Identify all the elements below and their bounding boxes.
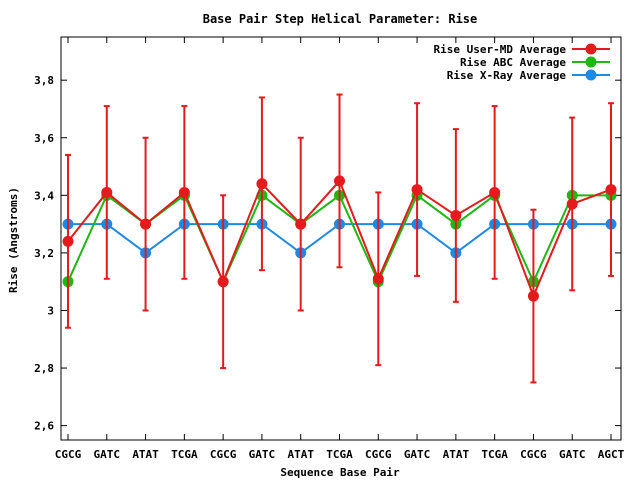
x-tick-label: TCGA xyxy=(171,448,198,461)
data-point xyxy=(217,276,229,288)
x-tick-label: ATAT xyxy=(132,448,159,461)
y-tick-label: 3,4 xyxy=(34,189,54,202)
data-point xyxy=(256,178,268,190)
legend-label: Rise X-Ray Average xyxy=(447,69,567,82)
x-tick-label: GATC xyxy=(94,448,121,461)
x-tick-label: GATC xyxy=(559,448,586,461)
x-tick-label: ATAT xyxy=(287,448,314,461)
legend-swatch-marker xyxy=(585,69,597,81)
x-tick-label: CGCG xyxy=(55,448,82,461)
x-tick-label: TCGA xyxy=(326,448,353,461)
data-point xyxy=(295,218,307,230)
x-tick-label: AGCT xyxy=(598,448,625,461)
x-tick-label: CGCG xyxy=(365,448,392,461)
x-axis-label: Sequence Base Pair xyxy=(280,466,400,479)
y-axis-ticks: 2,6 2,8 3 3,2 3,4 3,6 3,8 xyxy=(34,74,621,433)
data-point xyxy=(62,235,74,247)
legend-label: Rise ABC Average xyxy=(460,56,566,69)
data-point xyxy=(178,186,190,198)
x-tick-label: GATC xyxy=(249,448,276,461)
series-layer xyxy=(62,93,617,384)
y-tick-label: 3,6 xyxy=(34,132,54,145)
y-tick-label: 2,8 xyxy=(34,362,54,375)
chart-title: Base Pair Step Helical Parameter: Rise xyxy=(203,12,478,26)
series-rise-user-md-average xyxy=(62,93,617,384)
legend-label: Rise User-MD Average xyxy=(434,43,567,56)
data-point xyxy=(372,273,384,285)
x-tick-label: TCGA xyxy=(481,448,508,461)
data-point xyxy=(527,290,539,302)
x-tick-label: ATAT xyxy=(443,448,470,461)
y-tick-label: 3 xyxy=(47,304,54,317)
data-point xyxy=(566,198,578,210)
y-tick-label: 3,2 xyxy=(34,247,54,260)
data-point xyxy=(411,184,423,196)
legend-swatch-marker xyxy=(585,56,597,68)
data-point xyxy=(140,218,152,230)
plot-frame xyxy=(60,36,622,441)
data-point xyxy=(450,209,462,221)
x-tick-label: GATC xyxy=(404,448,431,461)
y-tick-label: 3,8 xyxy=(34,74,54,87)
x-tick-label: CGCG xyxy=(520,448,547,461)
x-tick-label: CGCG xyxy=(210,448,237,461)
x-axis-ticks: CGCG GATC ATAT TCGA CGCG GATC ATAT TCGA CGCG GATC… xyxy=(55,37,625,461)
legend-swatch-marker xyxy=(585,43,597,55)
data-point xyxy=(334,175,345,187)
y-tick-label: 2,6 xyxy=(34,420,54,433)
data-point xyxy=(489,186,501,198)
y-axis-label: Rise (Angstroms) xyxy=(7,187,20,293)
data-point xyxy=(605,184,617,196)
data-point xyxy=(101,186,113,198)
